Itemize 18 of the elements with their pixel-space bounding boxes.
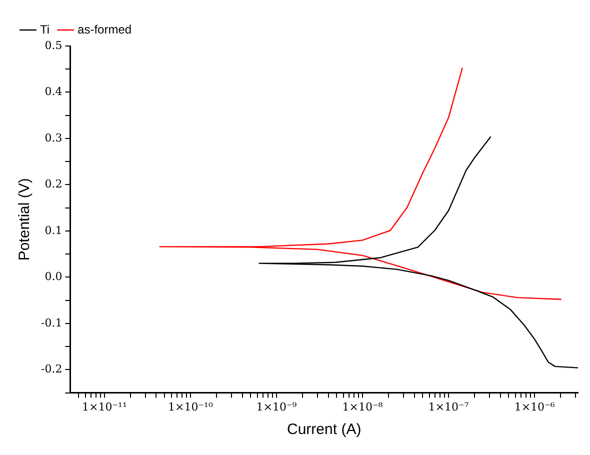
y-tick-label: -0.1 [40, 316, 62, 330]
x-axis-title: Current (A) [287, 421, 362, 438]
y-tick-label: 0.5 [44, 38, 62, 52]
y-tick-label: 0.0 [44, 270, 62, 284]
y-tick-label: 0.4 [44, 85, 62, 98]
x-tick-label: 1×10⁻¹¹ [82, 400, 127, 414]
y-tick-label: 0.2 [44, 178, 62, 191]
x-tick-label: 1×10⁻⁷ [428, 400, 470, 414]
y-axis-title: Potential (V) [16, 178, 34, 261]
x-tick-label: 1×10⁻⁸ [342, 400, 384, 414]
y-tick-label: -0.2 [40, 362, 62, 376]
x-tick-label: 1×10⁻⁶ [514, 400, 556, 414]
y-tick-label: 0.3 [44, 131, 62, 144]
legend-label: Ti [40, 22, 50, 36]
legend-label: as-formed [78, 22, 132, 36]
x-tick-label: 1×10⁻⁹ [256, 400, 298, 414]
y-tick-label: 0.1 [44, 224, 62, 237]
x-tick-label: 1×10⁻¹⁰ [168, 400, 214, 414]
